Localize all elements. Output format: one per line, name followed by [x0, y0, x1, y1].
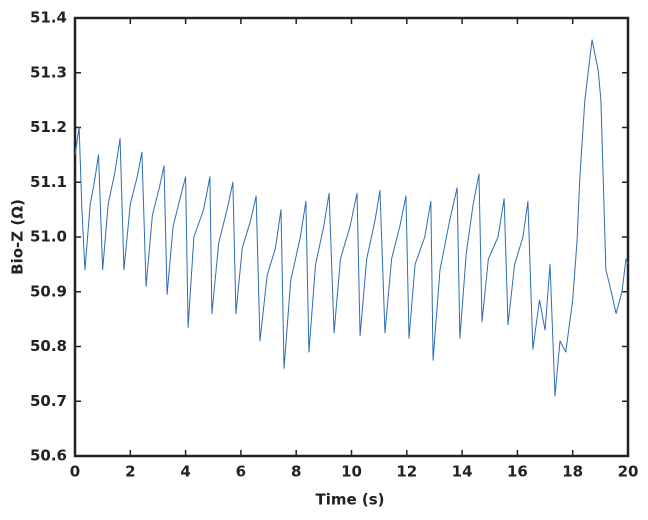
x-tick-label: 4	[180, 463, 190, 481]
y-tick-label: 51.3	[30, 63, 67, 81]
x-tick-label: 16	[507, 463, 528, 481]
y-tick-label: 50.7	[30, 392, 67, 410]
x-tick-label: 2	[125, 463, 135, 481]
x-tick-label: 12	[396, 463, 417, 481]
y-tick-label: 51.4	[30, 9, 67, 27]
x-tick-label: 20	[618, 463, 639, 481]
y-tick-label: 50.6	[30, 447, 67, 465]
x-tick-label: 0	[70, 463, 80, 481]
y-tick-label: 50.8	[30, 337, 67, 355]
y-tick-label: 50.9	[30, 282, 67, 300]
x-tick-label: 10	[341, 463, 362, 481]
y-axis-label: Bio-Z (Ω)	[9, 199, 27, 275]
x-tick-label: 8	[291, 463, 301, 481]
x-tick-label: 18	[562, 463, 583, 481]
x-axis-label: Time (s)	[315, 491, 384, 509]
y-tick-label: 51.2	[30, 118, 67, 136]
x-tick-label: 6	[236, 463, 246, 481]
x-tick-label: 14	[452, 463, 473, 481]
y-tick-label: 51.1	[30, 173, 67, 191]
plot-frame	[73, 16, 630, 458]
y-tick-label: 51.0	[30, 228, 67, 246]
data-line	[74, 39, 629, 397]
